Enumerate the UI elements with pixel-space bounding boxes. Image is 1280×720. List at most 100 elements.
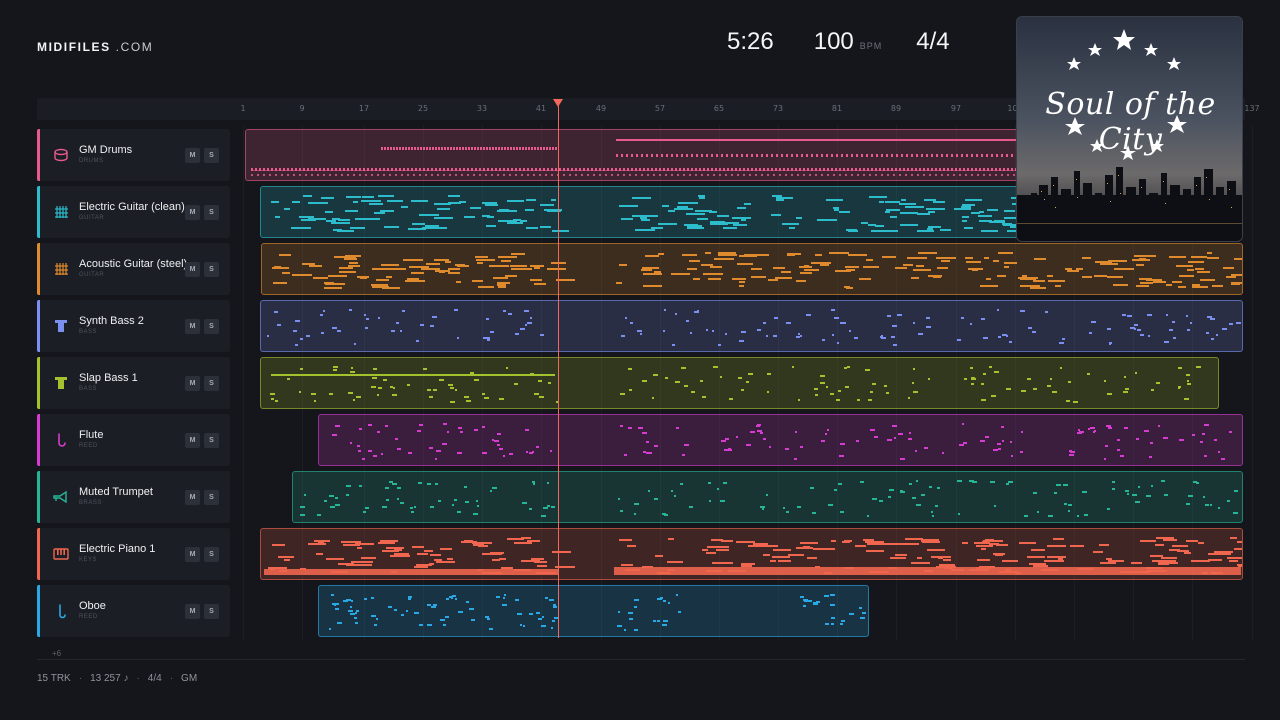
solo-button[interactable]: S [204, 148, 219, 163]
grid-line [1252, 125, 1253, 640]
track-name: Electric Piano 1 [79, 543, 156, 555]
grid-line [482, 125, 483, 640]
tempo-unit: BPM [859, 41, 883, 51]
piano-icon [53, 546, 69, 562]
note-pattern [270, 366, 1201, 403]
track-category: BASS [79, 386, 98, 392]
track-color-stripe [37, 243, 40, 295]
grid-line [1192, 125, 1193, 640]
track-category: REED [79, 614, 98, 620]
track-header-acoustic-guitar-steel[interactable]: Acoustic Guitar (steel) GUITAR M S [37, 243, 230, 295]
track-color-stripe [37, 414, 40, 466]
grid-line [837, 125, 838, 640]
mute-button[interactable]: M [185, 490, 200, 505]
track-header-flute[interactable]: Flute REED M S [37, 414, 230, 466]
track-category: GUITAR [79, 215, 105, 221]
track-color-stripe [37, 300, 40, 352]
track-header-muted-trumpet[interactable]: Muted Trumpet BRASS M S [37, 471, 230, 523]
cover-artwork [1017, 29, 1242, 241]
clip-electric-piano-1[interactable] [260, 528, 1243, 580]
brand-logo: MIDIFILES .COM [37, 40, 154, 54]
trumpet-icon [53, 489, 69, 505]
mute-button[interactable]: M [185, 604, 200, 619]
ruler-bar-label: 65 [713, 104, 725, 113]
ruler-bar-label: 81 [831, 104, 843, 113]
solo-button[interactable]: S [204, 433, 219, 448]
track-header-oboe[interactable]: Oboe REED M S [37, 585, 230, 637]
track-name: Slap Bass 1 [79, 372, 138, 384]
ruler-bar-label: 57 [654, 104, 666, 113]
clip-acoustic-guitar-steel[interactable] [261, 243, 1243, 295]
clip-muted-trumpet[interactable] [292, 471, 1243, 523]
note-count: 13 257 ♪ [90, 673, 129, 684]
note-pattern [329, 594, 866, 631]
track-category: GUITAR [79, 272, 105, 278]
clip-slap-bass-1[interactable] [260, 357, 1219, 409]
mute-button[interactable]: M [185, 205, 200, 220]
album-cover: Soul of the City [1016, 16, 1243, 242]
grid-line [1133, 125, 1134, 640]
grid-line [719, 125, 720, 640]
clip-flute[interactable] [318, 414, 1243, 466]
grid-line [601, 125, 602, 640]
mute-button[interactable]: M [185, 262, 200, 277]
track-header-synth-bass-2[interactable]: Synth Bass 2 BASS M S [37, 300, 230, 352]
song-stats: 5:26 100 BPM 4/4 [727, 28, 950, 56]
solo-button[interactable]: S [204, 376, 219, 391]
note-pattern [272, 252, 1242, 289]
track-name: Muted Trumpet [79, 486, 153, 498]
oboe-icon [53, 603, 69, 619]
solo-button[interactable]: S [204, 547, 219, 562]
track-header-electric-piano-1[interactable]: Electric Piano 1 KEYS M S [37, 528, 230, 580]
clip-synth-bass-2[interactable] [260, 300, 1243, 352]
track-color-stripe [37, 471, 40, 523]
grid-line [660, 125, 661, 640]
note-pattern [332, 423, 1232, 460]
ruler-bar-label: 9 [299, 104, 305, 113]
track-header-electric-guitar-clean[interactable]: Electric Guitar (clean) GUITAR M S [37, 186, 230, 238]
grid-line [778, 125, 779, 640]
playhead-handle[interactable] [553, 99, 563, 107]
solo-button[interactable]: S [204, 604, 219, 619]
track-category: KEYS [79, 557, 98, 563]
ruler-bar-label: 73 [772, 104, 784, 113]
track-category: BASS [79, 329, 98, 335]
track-category: DRUMS [79, 158, 104, 164]
playhead[interactable] [558, 106, 559, 638]
mute-button[interactable]: M [185, 433, 200, 448]
timeline-ruler[interactable]: 191725334149576573818997105113121129137 [37, 98, 1260, 120]
bass-icon [53, 318, 69, 334]
note-pattern [267, 309, 1241, 346]
ruler-bar-label: 97 [950, 104, 962, 113]
solo-button[interactable]: S [204, 319, 219, 334]
track-name: Flute [79, 429, 104, 441]
track-header-slap-bass-1[interactable]: Slap Bass 1 BASS M S [37, 357, 230, 409]
bass-icon [53, 375, 69, 391]
track-category: REED [79, 443, 98, 449]
mute-button[interactable]: M [185, 376, 200, 391]
grid-line [243, 125, 244, 640]
footer-summary: 15 TRK · 13 257 ♪ · 4/4 · GM [37, 673, 198, 684]
track-color-stripe [37, 186, 40, 238]
track-header-gm-drums[interactable]: GM Drums DRUMS M S [37, 129, 230, 181]
solo-button[interactable]: S [204, 205, 219, 220]
ruler-bar-label: 17 [358, 104, 370, 113]
flute-icon [53, 432, 69, 448]
tempo: 100 [813, 28, 854, 55]
footer-meter: 4/4 [147, 673, 162, 684]
footer-standard: GM [181, 673, 198, 684]
grid-line [541, 125, 542, 640]
ruler-bar-label: 1 [240, 104, 246, 113]
mute-button[interactable]: M [185, 547, 200, 562]
more-tracks[interactable]: +6 [52, 649, 62, 658]
solo-button[interactable]: S [204, 490, 219, 505]
track-name: Electric Guitar (clean) [79, 201, 185, 213]
grid-line [1015, 125, 1016, 640]
city-lights [1017, 175, 1242, 224]
mute-button[interactable]: M [185, 319, 200, 334]
ruler-bar-label: 137 [1244, 104, 1260, 113]
mute-button[interactable]: M [185, 148, 200, 163]
solo-button[interactable]: S [204, 262, 219, 277]
track-color-stripe [37, 528, 40, 580]
clip-oboe[interactable] [318, 585, 869, 637]
